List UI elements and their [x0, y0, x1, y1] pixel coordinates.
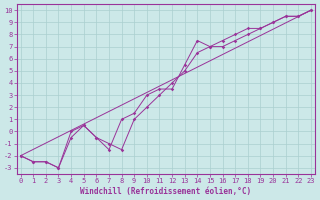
X-axis label: Windchill (Refroidissement éolien,°C): Windchill (Refroidissement éolien,°C) [80, 187, 251, 196]
